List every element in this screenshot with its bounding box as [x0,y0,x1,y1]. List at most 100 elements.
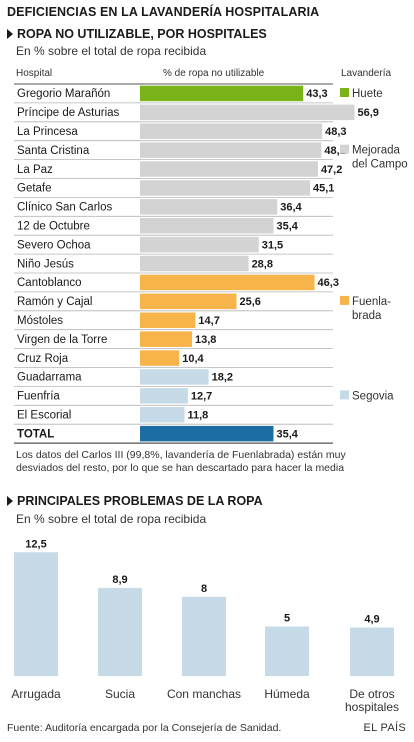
hospital-label: Clínico San Carlos [17,202,112,214]
bar [140,85,304,102]
value-label: 56,9 [358,107,379,119]
section-marker-icon [7,29,13,39]
value-label: 8 [201,583,207,595]
value-label: 48,3 [325,126,346,138]
hospital-label: Príncipe de Asturias [17,107,120,119]
bar [140,161,318,177]
bar [140,425,274,442]
hospital-label: Santa Cristina [17,145,90,157]
legend-swatch [340,144,349,154]
main-title: DEFICIENCIAS EN LA LAVANDERÍA HOSPITALAR… [7,5,320,19]
section2-title: PRINCIPALES PROBLEMAS DE LA ROPA [7,494,263,508]
problems-bar-chart: 12,5 Arrugada 8,9 Sucia 8 Con manchas 5 Húmeda 4… [11,538,399,714]
value-label: 25,6 [240,296,261,308]
hospital-label: La Princesa [17,126,78,138]
bar [140,123,323,139]
problem-bar-group: 5 Húmeda [264,613,310,702]
section2-title-text: PRINCIPALES PROBLEMAS DE LA ROPA [17,494,263,508]
value-label: 4,9 [364,613,379,625]
hospital-label: Móstoles [17,315,63,327]
bar [265,626,309,676]
brand-logo: EL PAÍS [363,722,406,734]
bar-row: Ramón y Cajal 25,6 [14,293,333,312]
bar [140,180,311,196]
section-marker-icon [7,496,13,506]
value-label: 8,9 [112,574,127,586]
value-label: 43,3 [306,88,327,100]
value-label: 47,2 [321,164,342,176]
value-label: 10,4 [182,353,204,365]
hospital-label: Guadarrama [17,372,82,384]
hospital-label: 12 de Octubre [17,221,90,233]
problem-bar-group: 12,5 Arrugada [11,538,61,701]
value-label: 12,5 [25,538,46,550]
legend-item: Fuenla-brada [340,295,391,322]
value-label: 18,2 [212,372,233,384]
value-label: 14,7 [198,315,219,327]
bar-row: Cantoblanco 46,3 [14,274,339,293]
hospital-label: Cruz Roja [17,353,69,365]
value-label: 28,8 [252,258,273,270]
section1-subtitle: En % sobre el total de ropa recibida [16,44,207,58]
bar [140,199,278,215]
bar-row: 12 de Octubre 35,4 [14,218,333,236]
value-label: 35,4 [276,428,298,440]
bar [350,627,394,676]
hospital-label: Virgen de la Torre [17,334,107,346]
legend-item: Huete [340,88,383,100]
col-header-laundry: Lavandería [341,68,392,79]
legend-label: Mejorada del Campo [352,145,408,171]
legend-label: Segovia [352,390,394,402]
category-label: Sucia [105,687,135,701]
value-label: 45,1 [313,183,334,195]
bar [140,293,237,310]
bar [140,388,188,404]
hospital-label: Cantoblanco [17,277,82,289]
bar-row: Guadarrama 18,2 [14,369,333,387]
legend-swatch [340,390,349,400]
bar-row: Cruz Roja 10,4 [14,350,333,368]
bar-row: El Escorial 11,8 [14,407,333,425]
bar [140,407,185,423]
bar-row: Gregorio Marañón 43,3 [14,83,333,104]
value-label: 35,4 [276,221,298,233]
problem-bar-group: 8,9 Sucia [98,574,142,701]
bar-row: Severo Ochoa 31,5 [14,236,333,255]
legend-label: Fuenla-brada [352,296,391,322]
bar-row: La Paz 47,2 [14,161,342,179]
bar-row: Fuenfría 12,7 [14,388,333,406]
bar [140,312,196,328]
bar [140,274,315,291]
category-label: Arrugada [11,687,61,701]
section1-title: ROPA NO UTILIZABLE, POR HOSPITALES [7,27,267,41]
bar-row: Móstoles 14,7 [14,312,333,331]
hospital-label: Gregorio Marañón [17,88,110,100]
bar-row: La Princesa 48,3 [14,123,347,142]
bar [14,552,58,676]
bar-row: Clínico San Carlos 36,4 [14,199,333,217]
bar-row: TOTAL 35,4 [14,425,333,444]
hospital-label: Ramón y Cajal [17,296,92,308]
legend-swatch [340,295,349,305]
hospital-label: La Paz [17,164,53,176]
bar [140,104,355,121]
hospital-label: Fuenfría [17,391,60,403]
bar [140,218,274,234]
bar-row: Niño Jesús 28,8 [14,255,333,274]
bar-row: Virgen de la Torre 13,8 [14,331,333,350]
legend-label: Huete [352,88,383,100]
bar [140,255,249,272]
hospital-label: El Escorial [17,410,71,422]
category-label: Húmeda [264,687,310,701]
bar-row: Príncipe de Asturias 56,9 [14,104,379,123]
section2-subtitle: En % sobre el total de ropa recibida [16,512,207,526]
hospital-label: TOTAL [17,428,54,440]
problem-bar-group: 8 Con manchas [167,583,241,701]
bar-row: Getafe 45,1 [14,180,334,198]
source-note: Fuente: Auditoría encargada por la Conse… [7,722,282,734]
category-label: De otros hospitales [345,687,399,714]
value-label: 31,5 [262,239,283,251]
col-header-percent: % de ropa no utilizable [163,68,265,79]
legend-item: Segovia [340,390,394,402]
hospital-label: Niño Jesús [17,258,74,270]
